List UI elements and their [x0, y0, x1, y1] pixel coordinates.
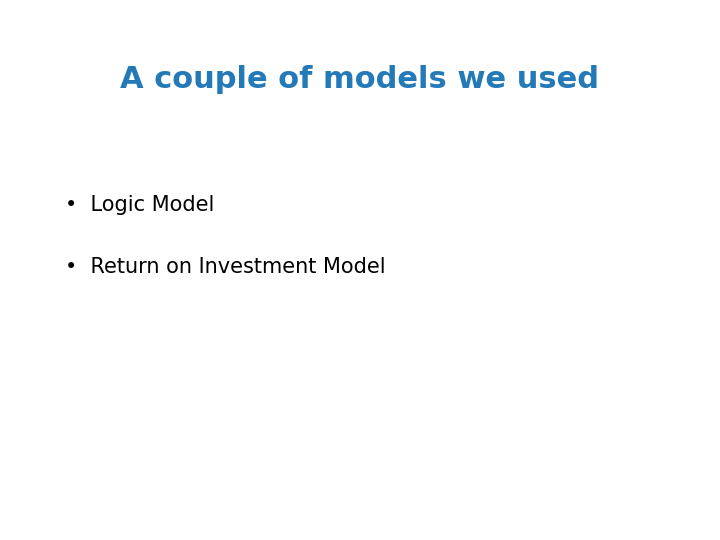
Text: A couple of models we used: A couple of models we used: [120, 65, 600, 94]
Text: •  Logic Model: • Logic Model: [65, 195, 214, 215]
Text: •  Return on Investment Model: • Return on Investment Model: [65, 257, 385, 278]
